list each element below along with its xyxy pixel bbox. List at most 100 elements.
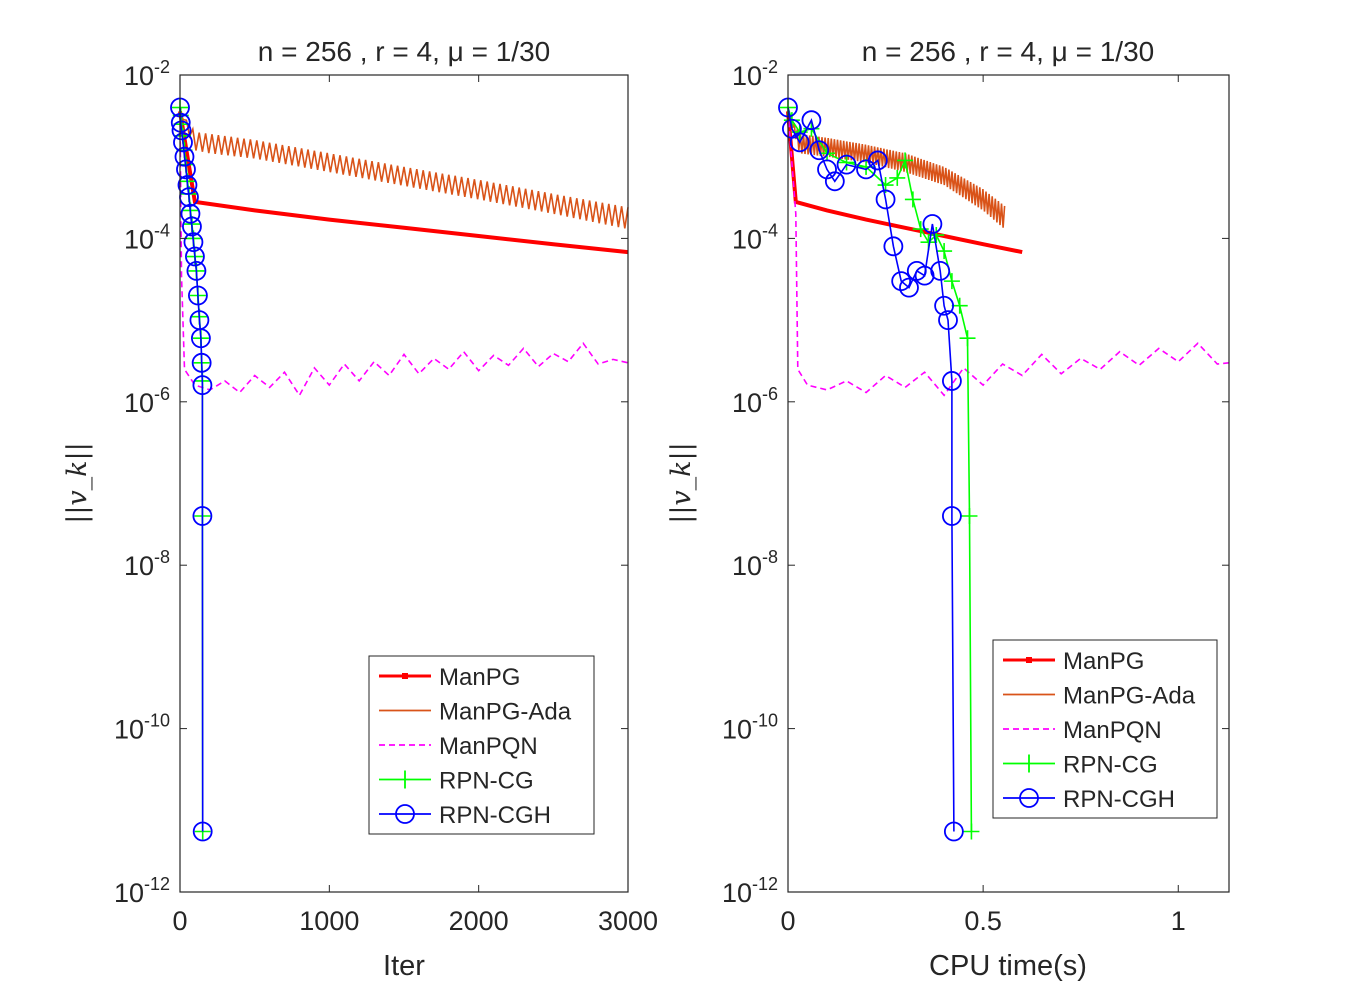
x-tick-label: 1000 bbox=[299, 906, 359, 936]
series-line-rpn-cgh bbox=[179, 107, 204, 832]
legend-label: ManPG bbox=[439, 664, 520, 691]
data-point-rpn-cg bbox=[904, 191, 921, 208]
legend-label: ManPQN bbox=[1063, 717, 1162, 744]
legend-label: RPN-CGH bbox=[439, 802, 551, 829]
data-point-rpn-cg bbox=[838, 154, 855, 171]
data-point-rpn-cg bbox=[961, 508, 978, 525]
data-point-rpn-cgh bbox=[943, 821, 964, 842]
legend-right: ManPG ManPG-Ada ManPQN RPN-CG RPN-CGH bbox=[992, 639, 1218, 819]
y-tick-label: 10-8 bbox=[732, 547, 778, 581]
y-tick-label: 10-4 bbox=[732, 220, 778, 254]
x-tick-label: 0 bbox=[780, 906, 795, 936]
legend-label: ManPG-Ada bbox=[1063, 683, 1196, 710]
legend-item: RPN-CG bbox=[379, 768, 534, 795]
x-axis-label-right: CPU time(s) bbox=[929, 950, 1087, 982]
data-point-rpn-cgh bbox=[883, 236, 904, 257]
x-ticks-right: 0 0.5 1 bbox=[780, 75, 1186, 936]
data-point-rpn-cgh bbox=[809, 140, 830, 161]
series-line-manpqn bbox=[179, 111, 629, 397]
y-tick-label: 10-4 bbox=[124, 220, 170, 254]
y-tick-label: 10-2 bbox=[124, 57, 170, 91]
series-line-manpg bbox=[786, 111, 1023, 255]
title-left: n = 256 , r = 4, μ = 1/30 bbox=[258, 36, 550, 67]
data-point-rpn-cgh bbox=[191, 352, 212, 373]
y-ticks-right: 10-2 10-4 10-6 10-8 10-10 10-12 bbox=[722, 57, 1229, 908]
legend-item: ManPG bbox=[1003, 648, 1144, 675]
x-tick-label: 2000 bbox=[449, 906, 509, 936]
data-point-rpn-cgh bbox=[185, 246, 205, 267]
y-tick-label: 10-10 bbox=[722, 711, 778, 745]
data-point-rpn-cg bbox=[897, 152, 914, 169]
data-point-rpn-cgh bbox=[930, 261, 951, 281]
x-axis-label-left: Iter bbox=[383, 950, 425, 982]
data-point-rpn-cgh bbox=[182, 216, 202, 237]
series-layer-left bbox=[170, 97, 629, 842]
data-point-rpn-cgh bbox=[934, 295, 955, 316]
x-tick-label: 1 bbox=[1171, 906, 1186, 936]
x-tick-label: 0.5 bbox=[964, 906, 1002, 936]
legend-item: ManPG bbox=[379, 664, 520, 691]
data-point-rpn-cgh bbox=[173, 132, 193, 153]
x-tick-label: 0 bbox=[172, 906, 187, 936]
legend-marker-dot bbox=[402, 673, 408, 679]
title-right: n = 256 , r = 4, μ = 1/30 bbox=[862, 36, 1154, 67]
series-line-manpqn bbox=[787, 111, 1230, 397]
data-point-rpn-cg bbox=[951, 297, 968, 314]
legend-left: ManPG ManPG-Ada ManPQN RPN-CG RPN-CGH bbox=[368, 655, 595, 835]
legend-item: ManPG-Ada bbox=[1003, 683, 1196, 710]
legend-label: ManPG-Ada bbox=[439, 699, 572, 726]
data-point-rpn-cgh bbox=[192, 821, 213, 842]
x-tick-label: 3000 bbox=[598, 906, 658, 936]
series-line-manpg bbox=[178, 110, 629, 255]
data-point-rpn-cgh bbox=[188, 285, 208, 306]
data-point-rpn-cgh bbox=[789, 132, 810, 153]
data-point-rpn-cgh bbox=[938, 310, 958, 331]
data-point-rpn-cg bbox=[943, 273, 960, 290]
y-ticks-left: 10-2 10-4 10-6 10-8 10-10 10-12 bbox=[114, 57, 628, 908]
data-point-rpn-cgh bbox=[176, 159, 196, 180]
data-point-rpn-cgh bbox=[180, 203, 201, 224]
data-point-rpn-cgh bbox=[867, 150, 888, 171]
data-point-rpn-cg bbox=[936, 243, 953, 260]
legend-label: ManPQN bbox=[439, 733, 538, 760]
data-point-rpn-cgh bbox=[192, 375, 213, 396]
data-point-rpn-cgh bbox=[183, 232, 204, 253]
data-point-rpn-cgh bbox=[186, 261, 207, 281]
y-tick-label: 10-2 bbox=[732, 57, 778, 91]
data-point-rpn-cgh bbox=[836, 154, 857, 175]
y-tick-label: 10-12 bbox=[114, 874, 170, 908]
data-point-rpn-cgh bbox=[170, 112, 191, 133]
legend-item: ManPQN bbox=[379, 733, 538, 760]
y-axis-label-right: ||v_k|| bbox=[666, 442, 697, 524]
series-line-manpg-ada bbox=[179, 111, 629, 229]
legend-label: RPN-CGH bbox=[1063, 786, 1175, 813]
legend-label: RPN-CG bbox=[439, 768, 534, 795]
data-point-rpn-cgh bbox=[171, 120, 192, 141]
data-point-rpn-cgh bbox=[899, 277, 919, 298]
legend-marker-circle bbox=[1019, 788, 1039, 808]
legend-item: RPN-CGH bbox=[379, 802, 551, 829]
data-point-rpn-cg bbox=[889, 169, 906, 186]
legend-marker-dot bbox=[1026, 657, 1032, 663]
y-tick-label: 10-10 bbox=[114, 711, 170, 745]
legend-item: ManPG-Ada bbox=[379, 699, 572, 726]
data-point-rpn-cgh bbox=[801, 110, 822, 131]
x-ticks-left: 0 1000 2000 3000 bbox=[172, 75, 658, 936]
series-layer-right bbox=[778, 97, 1230, 842]
data-point-rpn-cgh bbox=[824, 171, 845, 192]
data-point-rpn-cgh bbox=[942, 371, 962, 391]
data-point-rpn-cgh bbox=[192, 506, 213, 526]
legend-label: ManPG bbox=[1063, 648, 1144, 675]
y-tick-label: 10-6 bbox=[732, 384, 778, 418]
y-tick-label: 10-8 bbox=[124, 547, 170, 581]
data-point-rpn-cgh bbox=[177, 175, 198, 195]
data-point-rpn-cgh bbox=[191, 328, 211, 349]
legend-item: RPN-CGH bbox=[1003, 786, 1175, 813]
data-point-rpn-cg bbox=[963, 823, 980, 840]
data-point-rpn-cg bbox=[959, 330, 976, 347]
data-point-rpn-cgh bbox=[942, 506, 962, 526]
legend-marker-circle bbox=[395, 804, 415, 824]
left-plot-panel: 10-2 10-4 10-6 10-8 10-10 10-12 0 1000 2000 3000… bbox=[62, 36, 658, 982]
